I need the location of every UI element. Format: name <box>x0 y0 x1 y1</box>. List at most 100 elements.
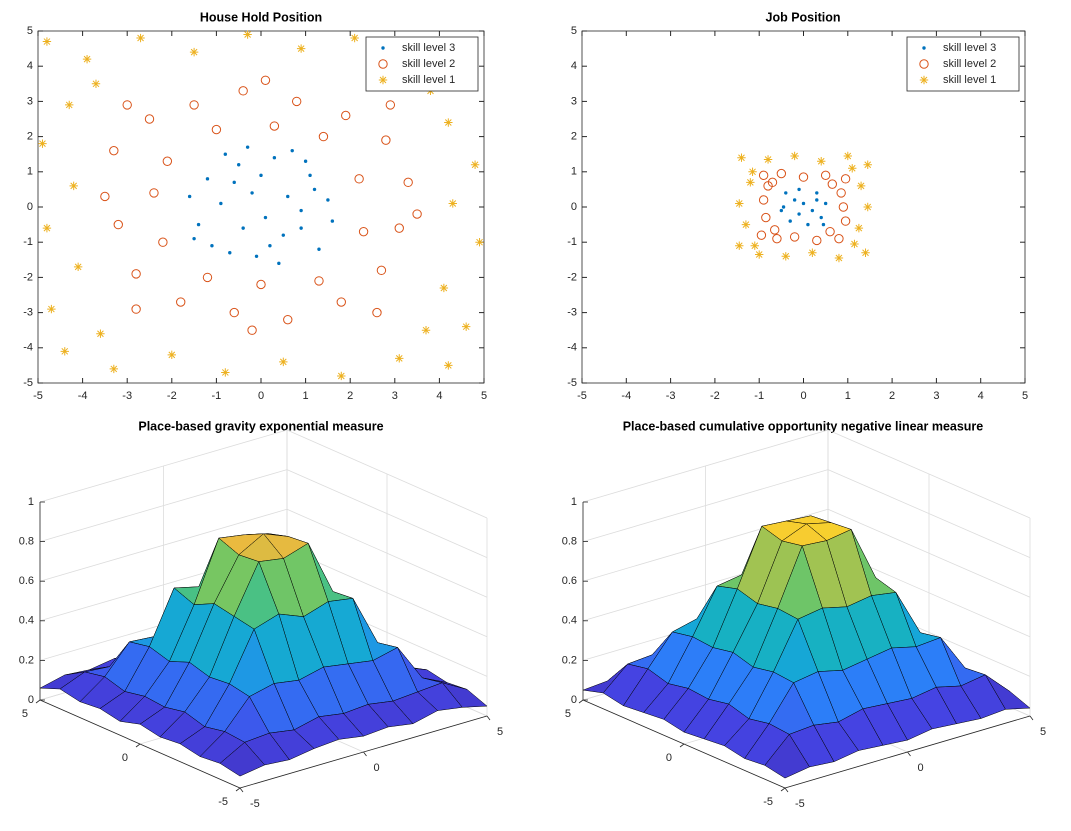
z-tick-label: 0.2 <box>562 654 577 666</box>
point <box>758 195 769 205</box>
y-tick-label: 0 <box>122 752 128 764</box>
x-tick-label: 5 <box>481 390 487 402</box>
y-tick-label: -3 <box>23 307 33 319</box>
point <box>385 100 396 110</box>
point <box>192 236 196 241</box>
z-tick-label: 1 <box>28 496 34 508</box>
point <box>819 215 823 220</box>
point <box>237 163 241 167</box>
point <box>82 54 92 64</box>
x-tick-label: 5 <box>1040 726 1046 738</box>
point <box>113 219 123 230</box>
point <box>109 364 119 374</box>
point <box>158 237 168 247</box>
x-tick-label: 0 <box>800 390 806 402</box>
y-tick <box>235 787 241 792</box>
point <box>838 202 849 212</box>
point <box>96 329 105 338</box>
y-tick-label: -5 <box>218 796 228 808</box>
point <box>317 247 321 251</box>
point <box>60 347 69 356</box>
point <box>263 215 268 220</box>
point <box>326 198 330 202</box>
y-tick <box>135 743 141 748</box>
point <box>394 223 404 233</box>
legend-label: skill level 2 <box>943 58 996 70</box>
point <box>806 222 810 227</box>
legend-label: skill level 1 <box>402 74 455 86</box>
y-tick-label: -1 <box>23 236 33 248</box>
x-tick-label: 3 <box>933 390 939 402</box>
point <box>810 208 815 213</box>
point <box>854 223 864 233</box>
point <box>812 235 822 246</box>
y-tick-label: 5 <box>22 708 28 720</box>
y-tick <box>679 743 685 748</box>
z-tick-label: 0.8 <box>562 536 577 548</box>
point <box>797 187 801 192</box>
z-tick-label: 0.6 <box>19 575 34 587</box>
y-tick-label: 4 <box>571 60 577 72</box>
z-tick-label: 0.6 <box>562 575 577 587</box>
legend-label: skill level 1 <box>943 74 996 86</box>
point <box>784 191 788 195</box>
y-tick-label: -1 <box>567 236 577 248</box>
y-tick-label: 5 <box>565 708 571 720</box>
y-tick-label: 0 <box>571 201 577 213</box>
z-tick-label: 0.4 <box>19 615 34 627</box>
x-tick-label: 1 <box>303 390 309 402</box>
point <box>69 181 78 191</box>
point <box>475 238 484 247</box>
x-tick-label: -3 <box>122 390 132 402</box>
point <box>109 145 119 156</box>
z-tick-label: 1 <box>571 496 577 508</box>
point <box>291 96 302 107</box>
point <box>748 167 757 176</box>
y-tick-label: 0 <box>666 752 672 764</box>
point <box>863 160 872 169</box>
point <box>221 368 230 377</box>
x-tick-label: -2 <box>710 390 720 402</box>
chart-title: Place-based cumulative opportunity negat… <box>623 419 984 433</box>
z-tick-label: 0.2 <box>19 654 34 666</box>
point <box>277 261 281 266</box>
x-tick-label: 2 <box>889 390 895 402</box>
point <box>341 110 351 121</box>
point <box>247 325 257 335</box>
x-tick-label: 1 <box>845 390 851 402</box>
y-tick-label: -2 <box>23 271 33 283</box>
point <box>758 170 769 181</box>
y-tick-label: -5 <box>763 796 773 808</box>
point <box>187 194 192 199</box>
point <box>241 226 245 230</box>
x-tick-label: -5 <box>795 798 805 810</box>
point <box>229 307 239 318</box>
point <box>741 220 751 229</box>
point <box>38 139 47 148</box>
point <box>792 198 797 202</box>
point <box>136 33 145 43</box>
point <box>42 223 52 233</box>
x-tick-label: -5 <box>577 390 587 402</box>
y-tick-label: 1 <box>27 166 33 178</box>
point <box>196 222 201 227</box>
y-tick-label: -3 <box>567 307 577 319</box>
legend-marker <box>378 59 388 69</box>
point <box>470 160 480 169</box>
point <box>779 208 784 213</box>
point <box>808 248 817 257</box>
point <box>358 226 369 237</box>
point <box>756 230 767 240</box>
point <box>250 191 254 195</box>
point <box>403 177 413 188</box>
point <box>861 248 870 257</box>
point <box>850 239 859 249</box>
point <box>788 219 792 223</box>
chart-title: House Hold Position <box>200 10 322 24</box>
point <box>836 188 846 198</box>
x-tick-label: -5 <box>250 798 260 810</box>
point <box>439 283 449 293</box>
point <box>354 174 364 184</box>
legend-label: skill level 3 <box>402 42 455 54</box>
